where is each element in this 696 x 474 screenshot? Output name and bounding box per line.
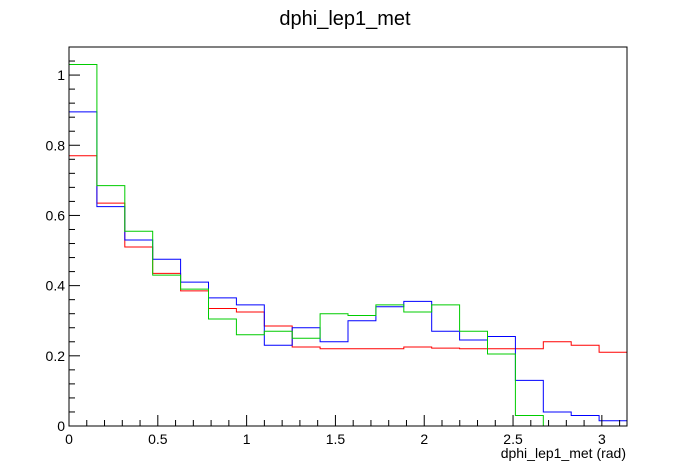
axis-layer: 0 0.5 1 1.5 2 2.5 3 0 0.2 0.4 0.6 0.8 1 xyxy=(46,46,621,447)
y-tick-label: 0.4 xyxy=(46,278,66,294)
x-tick-label: 1.5 xyxy=(326,431,346,447)
plot-frame xyxy=(68,46,628,427)
x-tick-label: 2 xyxy=(420,431,428,447)
x-tick-label: 0 xyxy=(65,431,73,447)
y-tick-label: 0.2 xyxy=(46,348,66,364)
x-axis-title: dphi_lep1_met (rad) xyxy=(501,445,626,461)
y-tick-label: 1 xyxy=(57,67,65,83)
histogram-series-3 xyxy=(68,64,627,427)
x-tick-label: 1 xyxy=(243,431,251,447)
x-tick-label: 3 xyxy=(598,431,606,447)
y-tick-label: 0 xyxy=(57,418,65,434)
x-tick-label: 0.5 xyxy=(148,431,168,447)
series-layer xyxy=(68,64,628,427)
x-tick-label: 2.5 xyxy=(503,431,523,447)
chart-title: dphi_lep1_met xyxy=(279,8,411,30)
y-tick-label: 0.8 xyxy=(46,137,66,153)
y-tick-label: 0.6 xyxy=(46,207,66,223)
